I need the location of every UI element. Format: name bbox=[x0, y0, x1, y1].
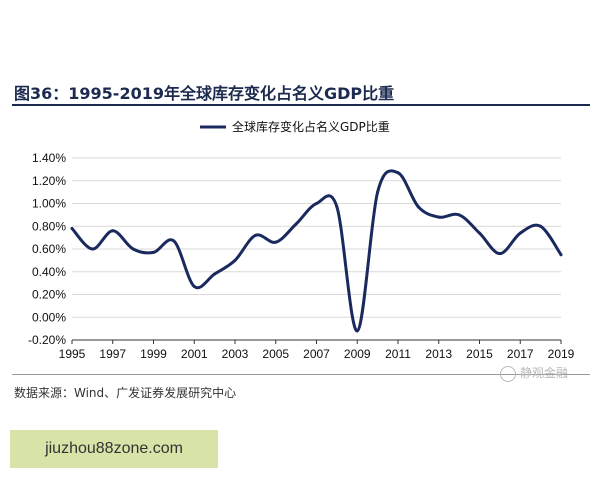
y-tick-label: -0.20% bbox=[28, 333, 66, 347]
data-point bbox=[518, 231, 522, 235]
data-point bbox=[376, 190, 380, 194]
data-point bbox=[437, 215, 441, 219]
data-point bbox=[90, 247, 94, 251]
data-point bbox=[213, 272, 217, 276]
x-tick-label: 2017 bbox=[507, 347, 534, 361]
watermark-logo-icon bbox=[500, 365, 516, 382]
data-point bbox=[539, 224, 543, 228]
x-tick-label: 2003 bbox=[222, 347, 249, 361]
source-rule bbox=[12, 374, 590, 375]
x-tick-label: 2001 bbox=[181, 347, 208, 361]
data-point bbox=[70, 227, 74, 231]
x-tick-label: 2019 bbox=[548, 347, 575, 361]
data-point bbox=[111, 229, 115, 233]
x-tick-label: 2011 bbox=[385, 347, 411, 361]
data-point bbox=[396, 171, 400, 175]
legend-label: 全球库存变化占名义GDP比重 bbox=[232, 119, 390, 134]
source-note: 数据来源：Wind、广发证券发展研究中心 bbox=[14, 386, 237, 400]
data-point bbox=[131, 247, 135, 251]
x-tick-label: 1995 bbox=[59, 347, 86, 361]
data-point bbox=[253, 233, 257, 237]
x-tick-label: 1999 bbox=[140, 347, 167, 361]
data-point bbox=[335, 205, 339, 209]
data-point bbox=[152, 250, 155, 254]
data-point bbox=[498, 252, 502, 256]
x-tick-label: 2013 bbox=[425, 347, 452, 361]
data-point bbox=[478, 231, 481, 235]
y-tick-label: 0.40% bbox=[32, 265, 66, 279]
x-tick-label: 2015 bbox=[466, 347, 493, 361]
data-point bbox=[559, 253, 563, 257]
legend: 全球库存变化占名义GDP比重 bbox=[200, 119, 390, 134]
y-tick-label: 0.60% bbox=[32, 242, 66, 256]
figure-title: 图36：1995-2019年全球库存变化占名义GDP比重 bbox=[14, 84, 395, 103]
data-point bbox=[416, 205, 420, 209]
line-chart: 1.40% 1.20% 1.00% 0.80% 0.60% 0.40% 0.20% 0.00%… bbox=[28, 119, 575, 361]
x-tick-label: 2009 bbox=[344, 347, 371, 361]
axis-layer: 1.40% 1.20% 1.00% 0.80% 0.60% 0.40% 0.20% 0.00%… bbox=[28, 151, 575, 361]
banner-text: jiuzhou88zone.com bbox=[45, 440, 183, 457]
y-tick-label: 1.00% bbox=[32, 197, 66, 211]
y-tick-label: 0.20% bbox=[32, 288, 66, 302]
grid-layer bbox=[72, 157, 561, 318]
y-tick-label: 1.20% bbox=[32, 174, 66, 188]
series-line bbox=[70, 169, 563, 333]
watermark: 静观金融 bbox=[500, 364, 568, 382]
y-tick-label: 1.40% bbox=[32, 151, 66, 165]
data-point bbox=[294, 222, 298, 226]
data-point bbox=[274, 240, 278, 244]
site-banner[interactable]: jiuzhou88zone.com bbox=[10, 430, 218, 468]
data-point bbox=[457, 213, 461, 217]
watermark-text: 静观金融 bbox=[520, 366, 569, 380]
x-tick-label: 2007 bbox=[303, 347, 330, 361]
data-point bbox=[192, 285, 196, 289]
series-layer bbox=[70, 169, 563, 333]
x-tick-label: 1997 bbox=[99, 347, 126, 361]
data-point bbox=[315, 202, 318, 205]
data-point bbox=[233, 258, 237, 262]
x-tick-label: 2005 bbox=[262, 347, 289, 361]
data-point bbox=[172, 239, 176, 243]
title-rule bbox=[12, 104, 590, 106]
y-tick-label: 0.80% bbox=[32, 219, 66, 233]
y-tick-label: 0.00% bbox=[32, 310, 66, 324]
data-point bbox=[355, 329, 359, 333]
